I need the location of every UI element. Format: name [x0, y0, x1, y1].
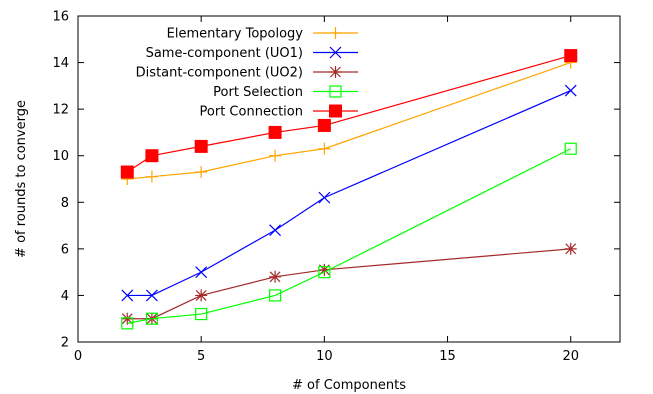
data-point-port-selection [145, 312, 159, 325]
legend-marker-distant-component-uo2 [329, 66, 342, 78]
series-elementary-topology [121, 56, 577, 185]
data-point-same-component-uo1 [121, 289, 134, 302]
data-point-elementary-topology [269, 149, 282, 162]
data-point-port-connection [120, 165, 134, 179]
y-tick-label: 16 [52, 10, 69, 25]
data-point-elementary-topology [145, 170, 158, 183]
data-point-distant-component-uo2 [564, 242, 577, 255]
data-point-port-connection [194, 139, 208, 153]
y-tick-label: 10 [52, 149, 69, 164]
data-point-elementary-topology [318, 142, 331, 155]
x-tick-label: 0 [74, 349, 82, 364]
series-same-component-uo1 [121, 84, 577, 302]
data-point-port-connection [268, 125, 282, 139]
data-point-same-component-uo1 [195, 266, 208, 279]
legend: Elementary Topology Same-component (UO1) D… [136, 27, 358, 120]
x-axis-label: # of Components [292, 378, 406, 393]
data-point-same-component-uo1 [318, 191, 331, 204]
legend-label-port-selection: Port Selection [213, 85, 303, 100]
legend-marker-same-component-uo1 [329, 46, 342, 59]
legend-marker-port-selection [329, 85, 342, 98]
series-line-same-component-uo1 [127, 89, 571, 297]
data-point-port-connection [564, 49, 578, 63]
legend-marker-elementary-topology [329, 27, 342, 39]
plot-frame [77, 15, 621, 343]
data-point-distant-component-uo2 [195, 289, 208, 302]
data-point-port-connection [145, 149, 159, 163]
legend-label-elementary-topology: Elementary Topology [167, 27, 304, 42]
y-tick-label: 2 [61, 336, 69, 351]
y-tick-label: 6 [61, 242, 69, 257]
legend-label-same-component-uo1: Same-component (UO1) [146, 46, 303, 61]
legend-label-distant-component-uo2: Distant-component (UO2) [136, 66, 303, 81]
x-tick-label: 10 [316, 349, 333, 364]
series-lines [120, 49, 578, 330]
x-tick-label: 5 [197, 349, 205, 364]
data-point-port-selection [121, 317, 134, 330]
x-tick-label: 15 [439, 349, 456, 364]
data-point-port-selection [195, 307, 208, 321]
data-point-port-selection [318, 266, 331, 279]
y-tick-label: 4 [61, 289, 69, 304]
data-point-same-component-uo1 [145, 289, 158, 302]
data-point-distant-component-uo2 [121, 312, 134, 325]
y-tick-label: 12 [52, 103, 69, 118]
data-point-elementary-topology [195, 166, 208, 179]
series-distant-component-uo2 [121, 242, 577, 325]
series-line-port-selection [127, 148, 571, 324]
data-point-port-connection [317, 118, 331, 132]
legend-label-port-connection: Port Connection [200, 105, 303, 120]
y-tick-label: 14 [52, 56, 69, 71]
axes: 0 5 10 15 20 2 4 6 8 10 12 14 16 [52, 10, 621, 364]
y-axis-label: # of rounds to converge [14, 100, 29, 258]
legend-marker-port-connection [329, 104, 342, 118]
x-tick-label: 20 [562, 349, 579, 364]
data-point-same-component-uo1 [269, 224, 282, 237]
data-point-same-component-uo1 [564, 84, 577, 97]
data-point-distant-component-uo2 [318, 263, 331, 276]
data-point-port-selection [564, 142, 577, 155]
data-point-distant-component-uo2 [269, 270, 282, 283]
series-port-selection [121, 142, 577, 330]
y-tick-label: 8 [61, 196, 69, 211]
series-port-connection [120, 49, 578, 179]
data-point-port-selection [268, 289, 282, 302]
